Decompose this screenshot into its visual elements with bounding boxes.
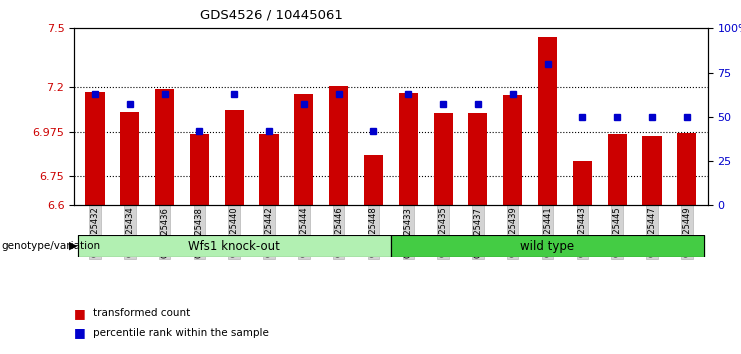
Text: ▶: ▶ xyxy=(69,241,77,251)
Bar xyxy=(329,86,348,205)
Bar xyxy=(225,110,244,205)
Bar xyxy=(433,113,453,205)
Text: genotype/variation: genotype/variation xyxy=(1,241,101,251)
Bar xyxy=(573,161,592,205)
Bar xyxy=(538,37,557,205)
Text: Wfs1 knock-out: Wfs1 knock-out xyxy=(188,240,280,252)
Bar xyxy=(85,92,104,205)
Bar xyxy=(391,235,704,257)
Text: transformed count: transformed count xyxy=(93,308,190,318)
Bar xyxy=(294,94,313,205)
Bar xyxy=(259,133,279,205)
Bar xyxy=(399,93,418,205)
Text: GDS4526 / 10445061: GDS4526 / 10445061 xyxy=(200,9,343,22)
Bar xyxy=(677,132,697,205)
Bar xyxy=(642,136,662,205)
Bar xyxy=(468,113,488,205)
Bar xyxy=(364,155,383,205)
Text: ■: ■ xyxy=(74,326,86,339)
Text: percentile rank within the sample: percentile rank within the sample xyxy=(93,328,268,338)
Bar xyxy=(608,133,627,205)
Bar xyxy=(120,112,139,205)
Bar xyxy=(503,95,522,205)
Text: ■: ■ xyxy=(74,307,86,320)
Text: wild type: wild type xyxy=(520,240,574,252)
Bar xyxy=(78,235,391,257)
Bar xyxy=(190,133,209,205)
Bar xyxy=(155,89,174,205)
